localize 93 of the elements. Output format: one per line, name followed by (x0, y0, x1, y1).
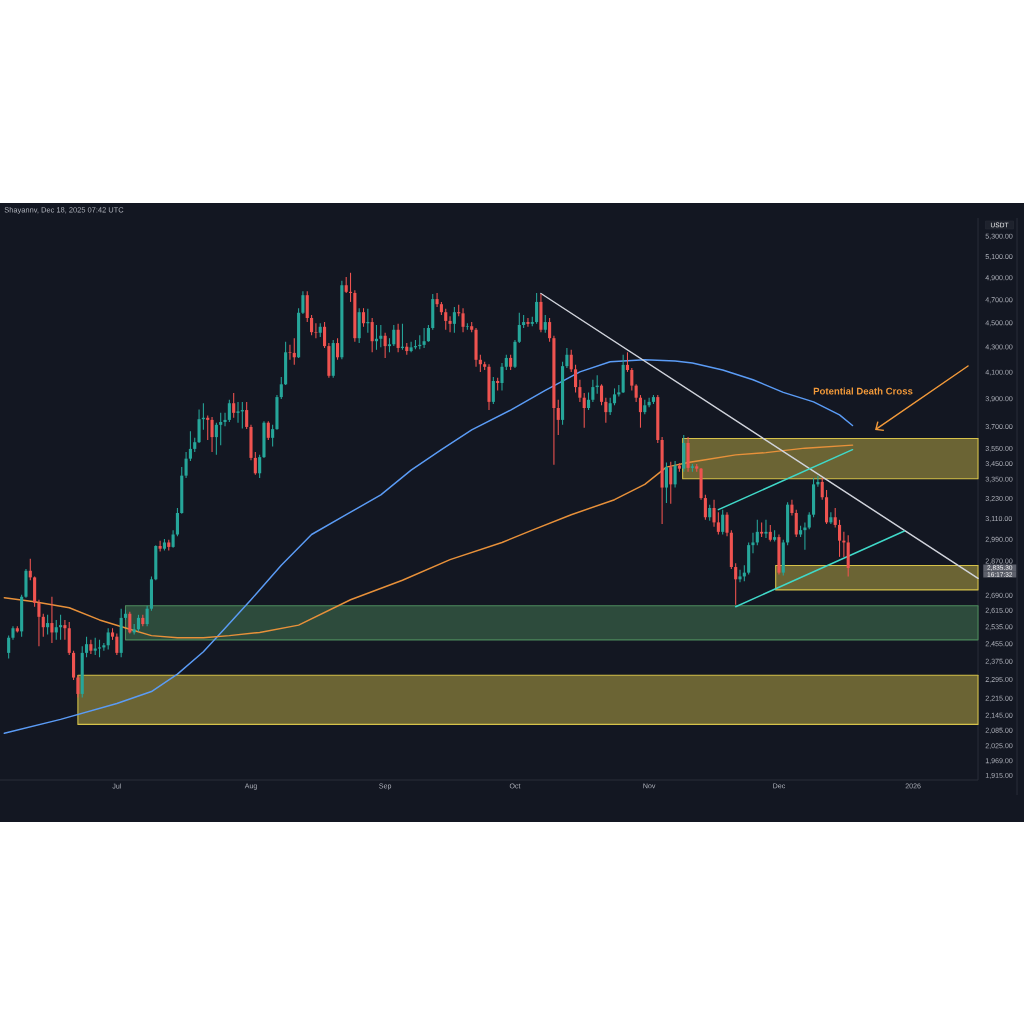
candlestick (271, 424, 275, 448)
candlestick (837, 519, 842, 558)
candlestick (396, 323, 400, 353)
candlestick (379, 324, 383, 348)
candlestick (794, 509, 798, 538)
candlestick (314, 322, 318, 339)
candlestick (703, 494, 707, 521)
candlestick (50, 596, 54, 644)
candlestick (310, 314, 314, 336)
candlestick (335, 337, 340, 361)
candlestick (448, 315, 452, 333)
candlestick (348, 272, 353, 303)
candlestick (232, 392, 236, 419)
candlestick (301, 290, 305, 315)
candlestick (266, 420, 270, 441)
candlestick (41, 613, 45, 638)
candlestick (721, 509, 725, 536)
candlestick (444, 308, 448, 331)
candlestick (288, 344, 292, 361)
candlestick (46, 614, 50, 636)
candlestick (548, 317, 552, 343)
candlestick (54, 619, 58, 641)
candlestick (582, 392, 586, 429)
candlestick (253, 451, 257, 476)
candlestick (7, 635, 11, 659)
candlestick (106, 627, 110, 651)
candlestick (591, 379, 595, 403)
candlestick (578, 379, 582, 403)
candlestick (145, 605, 149, 627)
candlestick (84, 636, 89, 658)
candlestick (664, 461, 668, 504)
candlestick (461, 307, 465, 333)
candlestick (725, 511, 729, 537)
candlestick (245, 401, 249, 430)
candlestick (236, 401, 240, 424)
candlestick (829, 511, 833, 525)
line-series (3, 444, 854, 639)
candlestick (599, 383, 604, 406)
candlestick (833, 507, 837, 529)
candlestick (279, 376, 283, 400)
candlestick (175, 507, 179, 537)
candlestick (158, 540, 162, 552)
candlestick (517, 312, 521, 344)
candlestick (569, 349, 573, 373)
candlestick (716, 511, 720, 536)
candlestick (820, 477, 824, 501)
candlestick (219, 412, 223, 446)
candlestick (604, 397, 608, 424)
candlestick (214, 422, 218, 456)
candlestick (370, 317, 374, 353)
candlestick (210, 416, 214, 453)
candlestick (227, 399, 231, 423)
candlestick (383, 332, 387, 359)
candlestick (673, 460, 677, 489)
candlestick (76, 674, 80, 699)
candlestick (712, 499, 716, 528)
candlestick (115, 632, 119, 656)
candlestick (638, 394, 643, 429)
candlestick (574, 364, 578, 393)
candlestick (764, 519, 768, 539)
candlestick (258, 454, 262, 479)
candlestick (452, 306, 456, 334)
candlestick (323, 321, 327, 349)
candlestick (669, 461, 673, 505)
candlestick (526, 317, 530, 328)
candlestick (392, 324, 396, 347)
candlestick (491, 376, 495, 405)
candlestick (128, 611, 132, 635)
candlestick (755, 519, 759, 546)
candlestick (409, 341, 413, 353)
candlestick (37, 599, 41, 647)
candlestick (565, 347, 569, 369)
candlestick (223, 412, 227, 427)
candlestick (500, 362, 504, 391)
candlestick (734, 562, 738, 606)
candlestick (361, 307, 366, 328)
candlestick (556, 399, 560, 436)
candlestick (305, 290, 309, 323)
candlestick (435, 292, 439, 308)
candlestick (630, 367, 634, 391)
candlestick (625, 351, 630, 373)
candlestick (751, 532, 755, 554)
candlestick (63, 619, 67, 641)
candlestick (422, 327, 426, 349)
candlestick (738, 569, 742, 583)
line-series (3, 359, 854, 734)
candlestick (89, 639, 93, 655)
candlestick (790, 499, 794, 517)
candlestick (188, 430, 192, 462)
candlestick (197, 408, 201, 444)
candlestick (535, 292, 539, 325)
annotation: Potential Death Cross (813, 387, 913, 395)
candlestick (184, 451, 188, 479)
